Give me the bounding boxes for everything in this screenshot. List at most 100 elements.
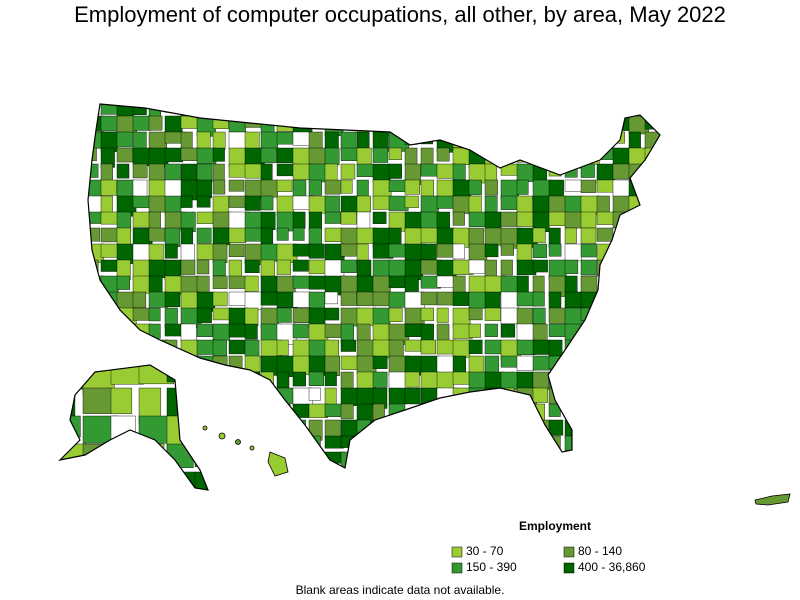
hawaii-island	[249, 445, 255, 451]
area	[436, 147, 450, 162]
area	[484, 323, 498, 337]
area	[500, 104, 513, 118]
area	[436, 403, 449, 420]
area	[532, 467, 554, 468]
note: Blank areas indicate data not available.	[296, 583, 505, 597]
area	[564, 403, 581, 419]
area	[110, 365, 144, 385]
area	[196, 163, 213, 182]
area	[468, 115, 487, 133]
area	[644, 339, 658, 353]
area	[661, 196, 674, 212]
area	[340, 403, 354, 420]
area	[196, 307, 212, 323]
area	[661, 244, 680, 258]
area	[484, 467, 502, 468]
area	[404, 435, 419, 449]
hawaii-island	[202, 425, 208, 431]
area	[164, 355, 185, 368]
area	[212, 115, 229, 129]
area	[500, 323, 516, 338]
area	[628, 211, 641, 228]
area	[420, 104, 437, 113]
area	[548, 195, 567, 215]
area	[292, 355, 311, 375]
area	[548, 291, 562, 310]
area	[212, 259, 226, 277]
area	[516, 115, 538, 135]
area	[596, 355, 611, 373]
area	[308, 451, 323, 468]
area	[612, 403, 628, 424]
area	[116, 435, 133, 455]
area	[468, 435, 481, 453]
area	[532, 419, 551, 441]
area	[612, 104, 632, 119]
area	[468, 339, 483, 354]
area	[356, 387, 374, 406]
area	[644, 243, 660, 263]
area	[372, 291, 390, 307]
area	[484, 339, 502, 355]
area	[420, 163, 439, 177]
area	[500, 371, 520, 391]
legend-swatch	[451, 546, 463, 558]
area	[292, 259, 309, 272]
area	[548, 179, 564, 197]
area	[661, 468, 678, 482]
area	[244, 163, 264, 179]
area	[661, 372, 672, 390]
area	[500, 131, 521, 151]
area	[166, 471, 196, 490]
area	[292, 419, 306, 432]
area	[628, 435, 643, 456]
area	[260, 403, 276, 423]
area	[356, 259, 372, 279]
area	[628, 307, 650, 321]
area	[516, 403, 531, 421]
area	[148, 467, 165, 468]
area	[404, 147, 418, 166]
area	[324, 211, 341, 224]
area	[324, 339, 339, 359]
area	[580, 179, 597, 193]
area	[110, 443, 137, 474]
area	[468, 323, 481, 338]
area	[132, 435, 147, 456]
hawaii-island	[235, 439, 241, 445]
area	[292, 435, 314, 452]
area	[372, 147, 389, 163]
area	[164, 291, 181, 308]
area	[564, 227, 577, 244]
area	[82, 471, 108, 490]
area	[564, 179, 582, 192]
area	[644, 147, 660, 166]
area	[420, 403, 439, 421]
area	[388, 451, 406, 467]
area	[628, 451, 646, 468]
area	[324, 419, 341, 438]
area	[452, 275, 466, 293]
area	[436, 419, 454, 436]
area	[244, 259, 260, 273]
area	[532, 147, 552, 165]
area	[644, 227, 660, 249]
area	[548, 147, 568, 162]
area	[260, 227, 274, 247]
area	[661, 276, 676, 291]
area	[661, 388, 677, 405]
area	[194, 443, 208, 468]
area	[196, 403, 218, 418]
area	[500, 451, 517, 467]
puerto-rico	[754, 493, 791, 506]
area	[644, 451, 660, 467]
area	[308, 227, 322, 246]
area	[308, 243, 325, 259]
area	[532, 307, 546, 325]
area	[132, 291, 147, 308]
area	[436, 307, 449, 323]
area	[644, 291, 660, 306]
area	[644, 323, 660, 341]
area	[532, 115, 553, 137]
area	[661, 340, 677, 360]
